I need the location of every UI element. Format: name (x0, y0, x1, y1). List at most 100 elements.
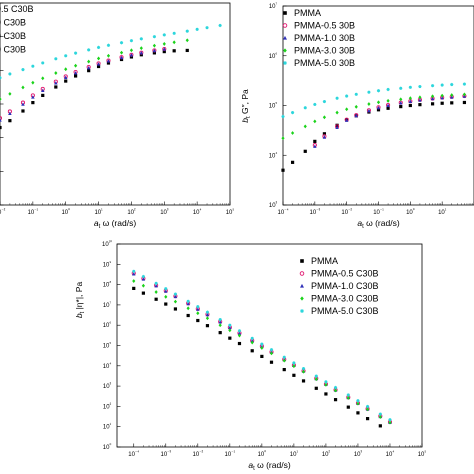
data-point (218, 320, 222, 324)
data-point (186, 299, 190, 303)
series-1-5 (0, 23, 222, 80)
data-point (322, 115, 327, 120)
x-tick-label: 10⁻² (193, 450, 204, 459)
data-point (386, 106, 390, 110)
series-3-4 (132, 279, 392, 425)
data-point (440, 96, 444, 100)
y-tick-label: 10⁴ (269, 151, 278, 160)
data-point (162, 33, 166, 37)
data-point (260, 354, 264, 359)
data-point (282, 367, 286, 372)
data-point (335, 123, 339, 127)
legend-entry: PMMA (311, 256, 338, 266)
data-point (64, 67, 68, 72)
data-point (408, 99, 413, 104)
data-point (96, 56, 101, 61)
legend-entry: 0 C30B (0, 45, 26, 55)
data-point (74, 51, 78, 55)
data-point (324, 380, 328, 384)
data-point (450, 82, 454, 87)
data-point (141, 283, 145, 288)
data-point (40, 88, 45, 93)
data-point (173, 294, 178, 299)
data-point (313, 119, 317, 124)
x-axis-label-1: at ω (rad/s) (94, 218, 136, 230)
data-point (119, 55, 124, 60)
data-point (41, 93, 45, 98)
data-point (185, 29, 189, 33)
data-point (87, 48, 91, 52)
data-point (64, 79, 68, 83)
data-point (228, 328, 232, 333)
legend-1: 0.5 C30B 0 C30B 0 C30B 0 C30B (0, 4, 34, 55)
data-point (139, 46, 143, 51)
y-tick-label: 10⁵ (269, 101, 278, 110)
legend-marker (283, 35, 287, 40)
y-tick-label: 10⁹ (103, 260, 112, 269)
y-tick-label: 10³ (269, 201, 278, 210)
data-point (0, 97, 2, 102)
legend-entry: 0.5 C30B (0, 4, 34, 14)
series-2-1 (281, 100, 467, 172)
data-point (31, 64, 35, 68)
y-tick-label: 10⁰ (103, 443, 112, 452)
data-point (378, 415, 382, 419)
data-point (378, 424, 382, 428)
data-point (8, 72, 12, 76)
data-point (237, 331, 242, 335)
data-point (31, 80, 35, 85)
data-point (162, 41, 166, 46)
data-point (408, 96, 412, 101)
data-point (196, 311, 200, 316)
data-point (132, 269, 136, 273)
data-point (378, 412, 382, 416)
data-point (162, 47, 167, 51)
data-point (281, 136, 285, 141)
x-tick-label: 10¹ (94, 208, 103, 217)
x-tick-label: 10⁻¹ (225, 450, 236, 459)
data-point (41, 61, 45, 65)
data-point (0, 125, 2, 130)
data-point (152, 51, 156, 55)
data-point (322, 135, 327, 139)
data-point (228, 323, 232, 327)
series-1-4 (0, 38, 189, 102)
data-point (173, 292, 178, 296)
legend-entry: PMMA-5.0 C30B (311, 306, 379, 316)
data-point (399, 97, 403, 102)
x-tick-label: 10⁻¹ (28, 208, 39, 217)
data-point (64, 54, 68, 58)
data-point (269, 348, 274, 352)
data-point (346, 393, 350, 397)
data-point (260, 345, 264, 350)
legend-marker (300, 296, 304, 301)
data-point (365, 407, 370, 412)
chart-panel-2: 10⁻⁴ 10⁻³ 10⁻² 10⁻¹ 10⁰ 10¹ 10³ 10⁴ 10⁵ 10⁶ 10⁷ at … (240, 2, 474, 230)
legend-entry: PMMA-1.0 30B (294, 33, 355, 43)
data-point (106, 61, 111, 65)
data-point (186, 313, 190, 318)
data-point (0, 116, 3, 121)
data-point (54, 85, 58, 89)
data-point (96, 62, 101, 66)
data-point (345, 107, 349, 112)
y-tick-label: 10⁸ (103, 280, 112, 289)
x-tick-label: 10⁰ (258, 450, 267, 459)
x-tick-label: 10⁰ (406, 208, 415, 217)
legend-entry: PMMA-0.5 C30B (311, 269, 379, 279)
data-point (96, 64, 101, 69)
series-1-2 (0, 46, 167, 121)
data-point (386, 103, 390, 107)
data-point (440, 101, 444, 105)
data-point (367, 90, 371, 94)
series-2-5 (281, 82, 467, 119)
data-point (376, 89, 381, 93)
data-point (314, 377, 318, 382)
legend-entry: PMMA (294, 8, 321, 18)
data-point (250, 336, 254, 340)
data-point (408, 103, 412, 108)
data-point (218, 317, 222, 322)
data-point (386, 87, 390, 92)
x-axis-label-3: at ω (rad/s) (248, 460, 290, 472)
data-point (129, 48, 134, 53)
